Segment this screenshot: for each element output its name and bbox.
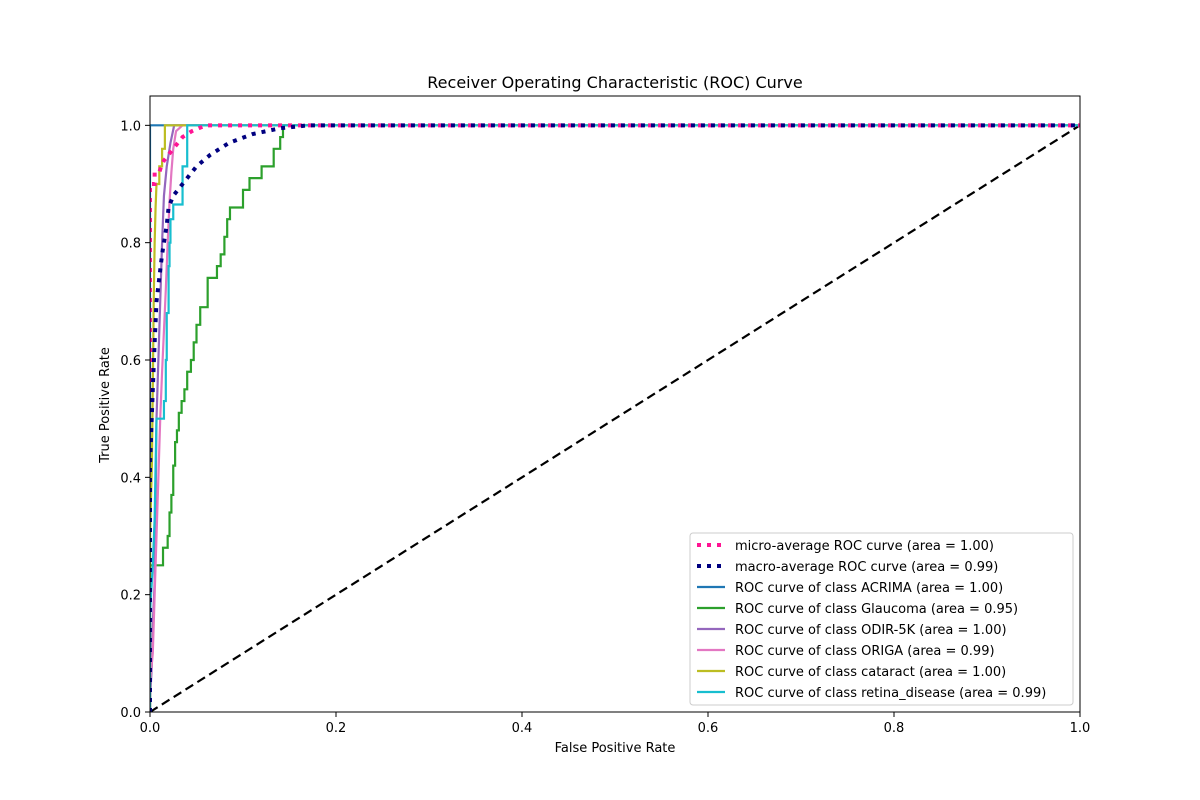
- x-tick-label-4: 0.8: [884, 721, 905, 736]
- legend-label-2: ROC curve of class ACRIMA (area = 1.00): [735, 581, 1003, 596]
- x-tick-label-5: 1.0: [1070, 721, 1091, 736]
- legend-label-4: ROC curve of class ODIR-5K (area = 1.00): [735, 623, 1007, 638]
- legend-label-5: ROC curve of class ORIGA (area = 0.99): [735, 644, 995, 659]
- x-tick-label-2: 0.4: [512, 721, 533, 736]
- series-line-7: [150, 124, 1080, 712]
- series-group: [150, 123, 1080, 712]
- legend-label-6: ROC curve of class cataract (area = 1.00…: [735, 665, 1006, 680]
- plot-area: 0.0 0.2 0.4 0.6 0.8 1.0 0.0 0.2 0.4 0.6 0.8 1.0: [120, 95, 1091, 736]
- legend-label-0: micro-average ROC curve (area = 1.00): [735, 539, 994, 554]
- legend: micro-average ROC curve (area = 1.00) mac…: [689, 532, 1074, 706]
- series-line-5: [150, 124, 1080, 712]
- x-axis-label: False Positive Rate: [555, 741, 676, 756]
- x-tick-label-1: 0.2: [326, 721, 347, 736]
- legend-label-1: macro-average ROC curve (area = 0.99): [735, 560, 998, 575]
- x-tick-label-3: 0.6: [698, 721, 719, 736]
- x-tick-label-0: 0.0: [140, 721, 161, 736]
- y-tick-label-1: 0.2: [120, 589, 141, 604]
- y-tick-label-5: 1.0: [120, 119, 141, 134]
- chart-title: Receiver Operating Characteristic (ROC) …: [427, 73, 802, 92]
- axes-frame: [149, 95, 1081, 713]
- legend-label-7: ROC curve of class retina_disease (area …: [735, 686, 1046, 701]
- series-line-1: [150, 123, 1080, 712]
- series-line-0: [150, 123, 1080, 712]
- y-tick-label-2: 0.4: [120, 471, 141, 486]
- series-line-3: [150, 124, 1080, 712]
- legend-label-3: ROC curve of class Glaucoma (area = 0.95…: [735, 602, 1018, 617]
- y-tick-label-3: 0.6: [120, 354, 141, 369]
- y-axis-label: True Positive Rate: [98, 347, 113, 464]
- y-tick-label-4: 0.8: [120, 237, 141, 252]
- legend-box: [689, 532, 1074, 706]
- y-tick-label-0: 0.0: [120, 706, 141, 721]
- chance-diagonal-line: [150, 124, 1080, 712]
